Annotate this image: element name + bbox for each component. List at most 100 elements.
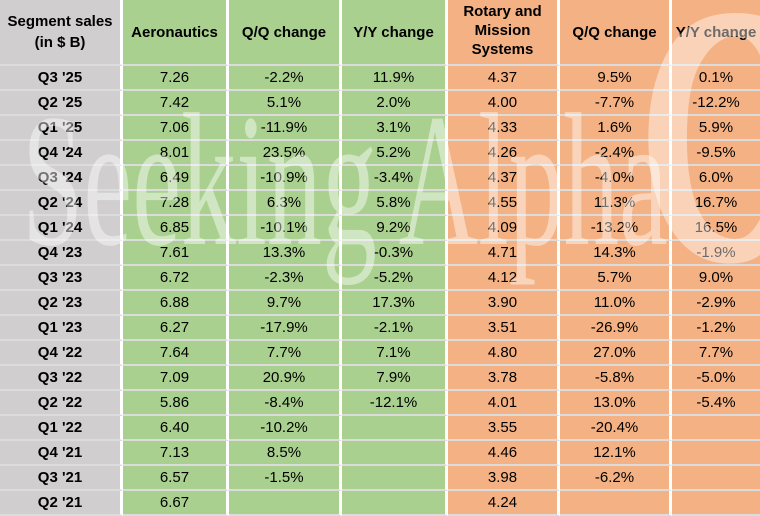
cell-aeronautics-yy-change: [342, 416, 448, 441]
cell-aeronautics: 8.01: [123, 141, 229, 166]
cell-rms-yy-change: -1.2%: [672, 316, 760, 341]
cell-rms-yy-change: 6.0%: [672, 166, 760, 191]
cell-aeronautics: 7.42: [123, 91, 229, 116]
cell-aeronautics-qq-change: 6.3%: [229, 191, 342, 216]
cell-rotary-mission-systems: 3.90: [448, 291, 560, 316]
cell-aeronautics-yy-change: 7.9%: [342, 366, 448, 391]
cell-aeronautics-yy-change: 3.1%: [342, 116, 448, 141]
cell-rms-qq-change: -4.0%: [560, 166, 672, 191]
row-label-quarter: Q2 '23: [0, 291, 123, 316]
cell-aeronautics-qq-change: -10.2%: [229, 416, 342, 441]
table-row: Q3 '24 6.49 -10.9% -3.4% 4.37 -4.0% 6.0%: [0, 166, 760, 191]
cell-rotary-mission-systems: 4.00: [448, 91, 560, 116]
cell-rms-yy-change: -9.5%: [672, 141, 760, 166]
header-segment-sales-line2: (in $ B): [34, 34, 86, 51]
cell-rms-qq-change: 9.5%: [560, 66, 672, 91]
cell-aeronautics-yy-change: 17.3%: [342, 291, 448, 316]
cell-aeronautics-qq-change: -1.5%: [229, 466, 342, 491]
table-row: Q2 '25 7.42 5.1% 2.0% 4.00 -7.7% -12.2%: [0, 91, 760, 116]
cell-rotary-mission-systems: 4.71: [448, 241, 560, 266]
cell-aeronautics: 6.57: [123, 466, 229, 491]
table-row: Q3 '25 7.26 -2.2% 11.9% 4.37 9.5% 0.1%: [0, 66, 760, 91]
table-row: Q2 '24 7.28 6.3% 5.8% 4.55 11.3% 16.7%: [0, 191, 760, 216]
row-label-quarter: Q3 '22: [0, 366, 123, 391]
cell-rotary-mission-systems: 4.09: [448, 216, 560, 241]
cell-rotary-mission-systems: 4.33: [448, 116, 560, 141]
cell-rms-qq-change: 13.0%: [560, 391, 672, 416]
cell-aeronautics: 7.61: [123, 241, 229, 266]
cell-aeronautics: 5.86: [123, 391, 229, 416]
cell-rms-qq-change: 14.3%: [560, 241, 672, 266]
table-row: Q1 '22 6.40 -10.2% 3.55 -20.4%: [0, 416, 760, 441]
cell-aeronautics: 6.88: [123, 291, 229, 316]
cell-rms-yy-change: 7.7%: [672, 341, 760, 366]
cell-rms-yy-change: [672, 441, 760, 466]
cell-rms-qq-change: -2.4%: [560, 141, 672, 166]
cell-rms-yy-change: -2.9%: [672, 291, 760, 316]
cell-rms-qq-change: 11.3%: [560, 191, 672, 216]
cell-aeronautics-qq-change: -10.1%: [229, 216, 342, 241]
table-row: Q3 '22 7.09 20.9% 7.9% 3.78 -5.8% -5.0%: [0, 366, 760, 391]
row-label-quarter: Q1 '22: [0, 416, 123, 441]
table-row: Q4 '23 7.61 13.3% -0.3% 4.71 14.3% -1.9%: [0, 241, 760, 266]
cell-rms-yy-change: -12.2%: [672, 91, 760, 116]
cell-rms-yy-change: [672, 491, 760, 516]
row-label-quarter: Q4 '22: [0, 341, 123, 366]
cell-aeronautics-qq-change: -8.4%: [229, 391, 342, 416]
row-label-quarter: Q3 '24: [0, 166, 123, 191]
cell-rotary-mission-systems: 4.46: [448, 441, 560, 466]
cell-rms-qq-change: -5.8%: [560, 366, 672, 391]
cell-aeronautics-yy-change: 5.2%: [342, 141, 448, 166]
cell-rotary-mission-systems: 4.01: [448, 391, 560, 416]
header-row: Segment sales (in $ B) Aeronautics Q/Q c…: [0, 0, 760, 66]
cell-rotary-mission-systems: 4.80: [448, 341, 560, 366]
cell-rotary-mission-systems: 3.78: [448, 366, 560, 391]
row-label-quarter: Q2 '25: [0, 91, 123, 116]
cell-aeronautics-qq-change: -10.9%: [229, 166, 342, 191]
cell-aeronautics-qq-change: 8.5%: [229, 441, 342, 466]
cell-rms-yy-change: 5.9%: [672, 116, 760, 141]
cell-aeronautics: 7.26: [123, 66, 229, 91]
table-row: Q3 '21 6.57 -1.5% 3.98 -6.2%: [0, 466, 760, 491]
cell-aeronautics: 6.72: [123, 266, 229, 291]
cell-aeronautics-qq-change: -2.3%: [229, 266, 342, 291]
cell-rms-yy-change: -5.4%: [672, 391, 760, 416]
cell-rotary-mission-systems: 4.12: [448, 266, 560, 291]
cell-aeronautics-qq-change: -2.2%: [229, 66, 342, 91]
table-row: Q4 '24 8.01 23.5% 5.2% 4.26 -2.4% -9.5%: [0, 141, 760, 166]
cell-rotary-mission-systems: 4.55: [448, 191, 560, 216]
table-row: Q1 '25 7.06 -11.9% 3.1% 4.33 1.6% 5.9%: [0, 116, 760, 141]
cell-aeronautics-yy-change: 7.1%: [342, 341, 448, 366]
cell-aeronautics: 7.09: [123, 366, 229, 391]
table-row: Q2 '22 5.86 -8.4% -12.1% 4.01 13.0% -5.4%: [0, 391, 760, 416]
header-aeronautics: Aeronautics: [123, 0, 229, 66]
cell-rotary-mission-systems: 4.24: [448, 491, 560, 516]
cell-rotary-mission-systems: 3.98: [448, 466, 560, 491]
row-label-quarter: Q2 '21: [0, 491, 123, 516]
cell-aeronautics-qq-change: 7.7%: [229, 341, 342, 366]
cell-aeronautics-yy-change: [342, 466, 448, 491]
header-rms-yy-change: Y/Y change: [672, 0, 760, 66]
cell-aeronautics: 7.06: [123, 116, 229, 141]
cell-aeronautics-yy-change: -0.3%: [342, 241, 448, 266]
cell-rms-qq-change: -6.2%: [560, 466, 672, 491]
cell-aeronautics: 7.28: [123, 191, 229, 216]
cell-aeronautics-yy-change: -5.2%: [342, 266, 448, 291]
cell-aeronautics-yy-change: [342, 441, 448, 466]
cell-rotary-mission-systems: 4.37: [448, 66, 560, 91]
cell-aeronautics-yy-change: -2.1%: [342, 316, 448, 341]
row-label-quarter: Q1 '24: [0, 216, 123, 241]
cell-aeronautics: 6.27: [123, 316, 229, 341]
header-rotary-mission-systems: Rotary and Mission Systems: [448, 0, 560, 66]
row-label-quarter: Q1 '25: [0, 116, 123, 141]
table-row: Q4 '21 7.13 8.5% 4.46 12.1%: [0, 441, 760, 466]
cell-aeronautics-qq-change: 13.3%: [229, 241, 342, 266]
header-segment-sales-line1: Segment sales: [7, 13, 113, 30]
cell-rms-yy-change: [672, 416, 760, 441]
cell-aeronautics: 6.40: [123, 416, 229, 441]
table-row: Q4 '22 7.64 7.7% 7.1% 4.80 27.0% 7.7%: [0, 341, 760, 366]
cell-rms-qq-change: 27.0%: [560, 341, 672, 366]
cell-aeronautics: 6.67: [123, 491, 229, 516]
